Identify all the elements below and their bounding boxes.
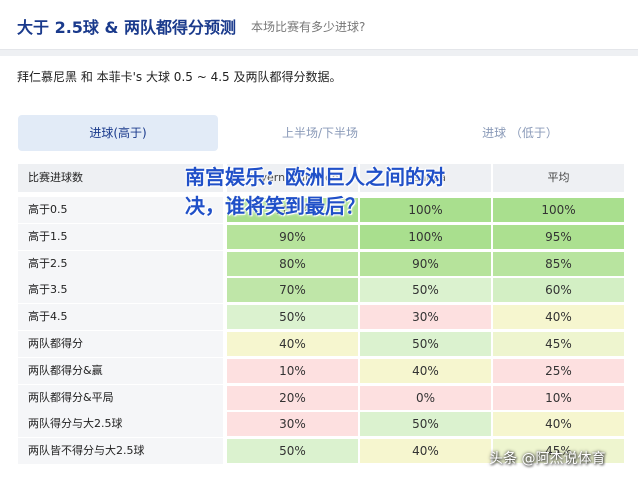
page-title: 大于 2.5球 & 两队都得分预测: [17, 18, 237, 37]
value-cell: 40%: [493, 412, 624, 437]
stats-description: 拜仁慕尼黑 和 本菲卡's 大球 0.5 ~ 4.5 及两队都得分数据。: [17, 70, 342, 84]
value-cell: 50%: [227, 305, 358, 330]
value-cell: 0%: [360, 385, 491, 410]
table-row: 两队都得分 40% 50% 45%: [18, 331, 624, 358]
row-label: 两队皆不得分与大2.5球: [18, 438, 223, 465]
value-cell: 80%: [227, 251, 358, 276]
value-cell: 90%: [227, 224, 358, 249]
value-cell: 60%: [493, 278, 624, 303]
table-row: 高于3.5 70% 50% 60%: [18, 277, 624, 304]
value-cell: 100%: [493, 198, 624, 222]
tab-half-time[interactable]: 上半场/下半场: [281, 126, 359, 140]
table-row: 高于2.5 80% 90% 85%: [18, 250, 624, 278]
value-cell: 40%: [227, 332, 358, 356]
value-cell: 100%: [227, 198, 358, 222]
stats-card: 拜仁慕尼黑 和 本菲卡's 大球 0.5 ~ 4.5 及两队都得分数据。 进球(…: [0, 56, 638, 478]
row-label: 高于1.5: [18, 223, 223, 250]
page-subtitle: 本场比赛有多少进球?: [251, 20, 366, 34]
value-cell: 40%: [360, 439, 491, 464]
table-row: 两队得分与大2.5球 30% 50% 40%: [18, 411, 624, 438]
table-row: 两队皆不得分与大2.5球 50% 40% 45%: [18, 438, 624, 465]
column-header-home: Bayern München: [227, 164, 358, 192]
watermark: 头条 @阿杰说体育: [489, 451, 606, 467]
value-cell: 45%: [493, 332, 624, 356]
value-cell: 50%: [360, 412, 491, 437]
tab-goals-under[interactable]: 进球 （低于）: [482, 126, 558, 140]
value-cell: 95%: [493, 224, 624, 249]
tab-goals-over[interactable]: 进球(高于): [18, 115, 218, 151]
value-cell: 90%: [360, 251, 491, 276]
row-label: 两队都得分: [18, 331, 223, 357]
table-row: 两队都得分&平局 20% 0% 10%: [18, 384, 624, 412]
value-cell: 70%: [227, 278, 358, 303]
value-cell: 30%: [227, 412, 358, 437]
value-cell: 45%: [493, 439, 624, 464]
table-row: 高于1.5 90% 100% 95%: [18, 223, 624, 251]
row-label: 高于3.5: [18, 277, 223, 304]
value-cell: 10%: [493, 385, 624, 410]
table-header-row: 比赛进球数 Bayern München Benfica 平均: [18, 164, 624, 193]
value-cell: 10%: [227, 358, 358, 383]
row-label: 高于2.5: [18, 250, 223, 277]
value-cell: 40%: [493, 305, 624, 330]
value-cell: 25%: [493, 358, 624, 383]
value-cell: 40%: [360, 358, 491, 383]
value-cell: 20%: [227, 385, 358, 410]
row-label: 两队都得分&赢: [18, 357, 223, 384]
value-cell: 30%: [360, 305, 491, 330]
column-header-away: Benfica: [360, 164, 491, 192]
table-row: 两队都得分&赢 10% 40% 25%: [18, 357, 624, 385]
table-row: 高于4.5 50% 30% 40%: [18, 304, 624, 331]
page-header: 大于 2.5球 & 两队都得分预测 本场比赛有多少进球?: [0, 0, 638, 50]
value-cell: 100%: [360, 198, 491, 222]
row-label: 两队都得分&平局: [18, 384, 223, 411]
value-cell: 50%: [360, 332, 491, 356]
value-cell: 50%: [360, 278, 491, 303]
column-header-average: 平均: [493, 164, 624, 192]
overlay-headline: 南宫娱乐：欧洲巨人之间的对决，谁将笑到最后？: [185, 165, 445, 218]
value-cell: 100%: [360, 224, 491, 249]
value-cell: 50%: [227, 439, 358, 464]
table-row: 高于0.5 100% 100% 100%: [18, 197, 624, 224]
row-label: 高于4.5: [18, 304, 223, 331]
column-header-label: 比赛进球数: [18, 164, 223, 192]
row-label: 两队得分与大2.5球: [18, 411, 223, 438]
row-label: 高于0.5: [18, 197, 223, 223]
value-cell: 85%: [493, 251, 624, 276]
